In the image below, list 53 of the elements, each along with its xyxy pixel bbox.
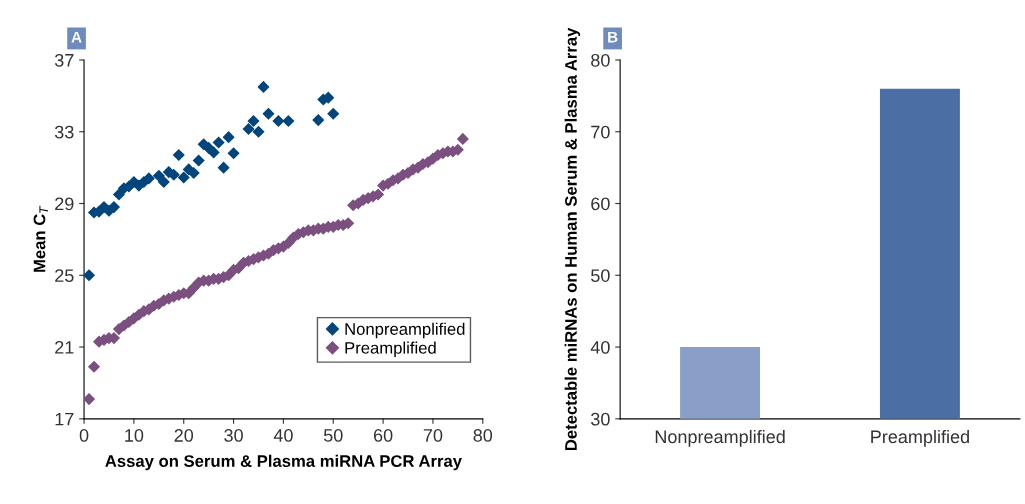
y-tick-label: 50 bbox=[591, 269, 610, 282]
legend-label: Preamplified bbox=[345, 341, 436, 358]
point bbox=[177, 171, 190, 184]
legend-label: Nonpreamplified bbox=[345, 322, 465, 339]
point bbox=[312, 114, 325, 127]
x-tick-label: Nonpreamplified bbox=[655, 429, 785, 447]
x-tick-label: 0 bbox=[79, 429, 89, 442]
y-tick-label: 17 bbox=[55, 412, 74, 426]
point bbox=[327, 107, 340, 120]
y-tick-label: 80 bbox=[591, 53, 610, 67]
text: A bbox=[71, 31, 82, 43]
point bbox=[192, 154, 205, 167]
x-tick-label: 10 bbox=[125, 429, 144, 442]
y-tick-label: 70 bbox=[591, 125, 610, 139]
point bbox=[212, 136, 225, 149]
y-tick-label: 33 bbox=[54, 125, 74, 139]
point bbox=[262, 107, 275, 120]
point bbox=[272, 114, 285, 128]
point bbox=[152, 169, 165, 182]
point bbox=[252, 125, 265, 138]
x-tick-label: Preamplified bbox=[871, 429, 969, 447]
point bbox=[242, 123, 255, 136]
x-axis-title: Assay on Serum & Plasma miRNA PCR Array bbox=[105, 454, 462, 471]
point bbox=[247, 114, 260, 128]
point bbox=[227, 147, 240, 160]
point bbox=[107, 201, 121, 214]
y-axis-title: Detectable miRNAs on Human Serum & Plasma Array bbox=[564, 27, 581, 451]
y-tick-label: 25 bbox=[55, 269, 74, 282]
point bbox=[217, 161, 230, 174]
y-tick-label: 37 bbox=[54, 53, 74, 67]
point bbox=[222, 131, 235, 144]
point bbox=[257, 80, 270, 93]
x-tick-label: 80 bbox=[473, 429, 493, 442]
point bbox=[187, 166, 200, 180]
y-axis-title: Mean C$_{T}$ bbox=[33, 205, 48, 272]
y-tick-label: 30 bbox=[591, 412, 610, 426]
x-tick-label: 60 bbox=[373, 429, 393, 442]
y-tick-label: 29 bbox=[55, 197, 74, 211]
x-tick-label: 40 bbox=[273, 429, 293, 442]
x-tick-label: 20 bbox=[174, 429, 194, 442]
point bbox=[157, 175, 170, 189]
y-tick-label: 60 bbox=[591, 197, 610, 211]
y-tick-label: 21 bbox=[55, 340, 74, 354]
x-tick-label: 70 bbox=[423, 429, 443, 442]
text: B bbox=[608, 31, 618, 43]
x-tick-label: 30 bbox=[224, 429, 243, 442]
y-tick-label: 40 bbox=[590, 340, 610, 354]
point bbox=[172, 149, 185, 162]
point bbox=[282, 114, 295, 128]
point bbox=[207, 146, 220, 159]
point bbox=[84, 269, 96, 282]
x-tick-label: 50 bbox=[323, 429, 343, 442]
point bbox=[112, 188, 125, 201]
